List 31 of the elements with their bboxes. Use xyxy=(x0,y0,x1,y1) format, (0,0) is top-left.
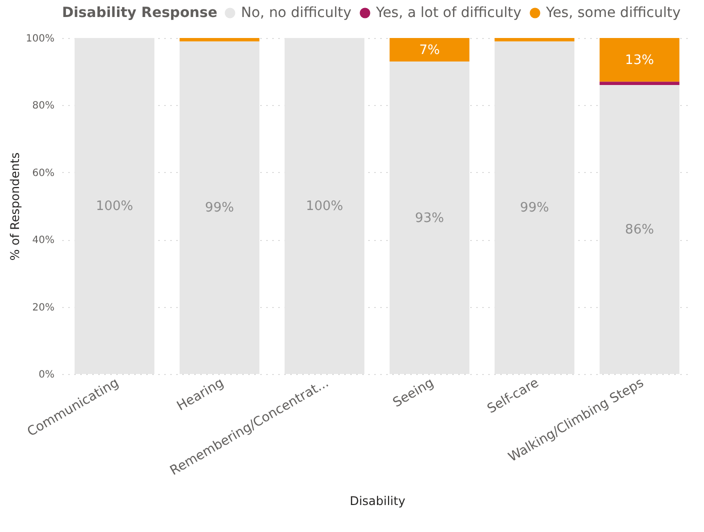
bar xyxy=(600,85,680,374)
bar xyxy=(390,38,470,62)
bar xyxy=(284,38,364,374)
data-label: 99% xyxy=(520,200,549,216)
y-tick-label: 100% xyxy=(26,34,54,44)
data-label: 100% xyxy=(96,199,134,214)
x-axis-title: Disability xyxy=(350,494,406,508)
data-label: 100% xyxy=(306,199,344,214)
y-tick-label: 40% xyxy=(32,235,54,246)
data-label: 7% xyxy=(419,42,440,58)
y-tick-label: 20% xyxy=(32,302,54,314)
legend-label: No, no difficulty xyxy=(241,5,352,21)
y-tick-label: 60% xyxy=(32,168,54,179)
bar xyxy=(494,38,574,42)
data-label: 93% xyxy=(415,210,444,226)
bar xyxy=(74,38,154,374)
bar xyxy=(600,38,680,82)
y-tick-label: 80% xyxy=(32,100,54,112)
bar xyxy=(180,38,260,42)
bar xyxy=(390,62,470,374)
bar xyxy=(494,41,574,374)
legend-label: Yes, a lot of difficulty xyxy=(375,5,522,21)
bar xyxy=(180,41,260,374)
y-axis-title: % of Respondents xyxy=(8,152,22,261)
data-label: 99% xyxy=(205,200,234,216)
data-label: 86% xyxy=(625,222,654,238)
data-label: 13% xyxy=(625,52,654,68)
bar xyxy=(600,82,680,86)
legend-label: Yes, some difficulty xyxy=(545,5,681,21)
y-tick-label: 0% xyxy=(38,370,54,380)
legend-title: Disability Response xyxy=(62,5,218,21)
